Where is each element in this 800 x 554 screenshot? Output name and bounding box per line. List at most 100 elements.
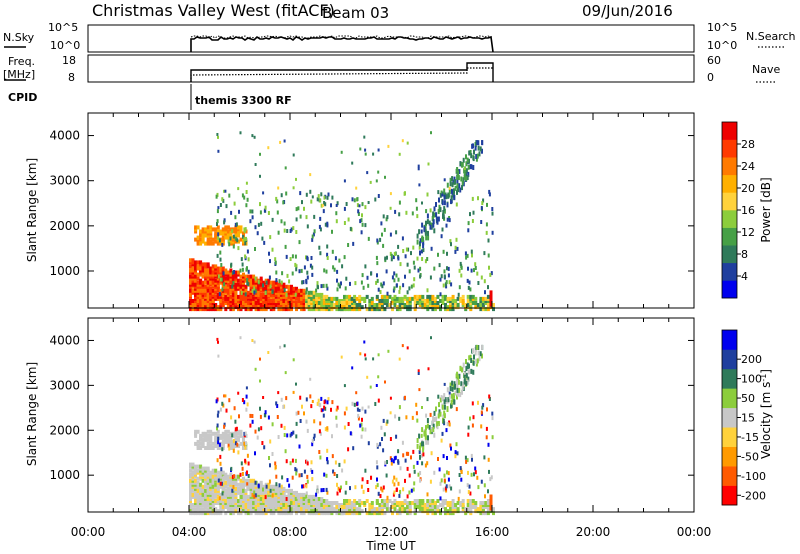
heatmap-cell [299,214,302,219]
heatmap-cell [191,260,195,265]
heatmap-cell [465,459,468,464]
heatmap-cell [486,299,490,303]
heatmap-cell [482,403,485,408]
heatmap-cell [368,503,372,507]
heatmap-cell [470,268,473,273]
heatmap-cell [366,171,369,175]
heatmap-cell [364,409,367,414]
heatmap-cell [299,395,302,400]
heatmap-cell [229,305,233,310]
heatmap-cell [376,465,379,470]
heatmap-cell [421,222,424,228]
heatmap-cell [344,286,347,291]
heatmap-cell [239,284,243,289]
heatmap-cell [229,507,233,512]
heatmap-cell [267,486,271,491]
heatmap-cell [433,266,436,271]
heatmap-cell [224,480,228,485]
heatmap-cell [269,286,273,291]
heatmap-cell [219,509,223,514]
heatmap-cell [221,431,225,436]
heatmap-cell [357,212,360,216]
heatmap-cell [446,182,449,188]
heatmap-cell [470,453,473,458]
heatmap-cell [433,296,437,301]
heatmap-cell [226,433,230,438]
heatmap-cell [201,431,205,436]
heatmap-cell [471,423,474,428]
power-colorbar-label: Power [dB] [759,177,773,242]
heatmap-cell [428,425,431,430]
heatmap-cell [199,241,203,246]
heatmap-cell [326,195,329,200]
heatmap-cell [453,194,456,200]
heatmap-cell [204,468,208,473]
heatmap-cell [419,445,421,451]
heatmap-cell [378,299,382,303]
heatmap-cell [334,256,337,261]
heatmap-cell [199,441,203,446]
heatmap-cell [374,197,377,202]
colorbar-segment [722,330,737,350]
heatmap-cell [306,461,309,466]
heatmap-cell [303,265,306,270]
heatmap-cell [487,457,490,462]
heatmap-cell [201,507,205,512]
heatmap-cell [242,444,245,448]
heatmap-cell [244,507,248,512]
heatmap-cell [272,299,276,303]
date-label: 09/Jun/2016 [582,2,673,20]
heatmap-cell [410,251,412,256]
heatmap-cell [441,499,445,503]
heatmap-cell [394,209,397,214]
heatmap-cell [430,451,433,456]
heatmap-cell [401,305,405,310]
heatmap-cell [457,170,460,176]
heatmap-cell [254,163,257,166]
heatmap-cell [224,284,228,289]
heatmap-cell [199,468,203,473]
heatmap-cell [256,435,259,440]
heatmap-cell [467,432,470,437]
heatmap-cell [418,505,422,509]
heatmap-cell [421,299,425,303]
heatmap-cell [231,307,235,312]
heatmap-cell [232,448,235,453]
heatmap-cell [312,290,316,295]
heatmap-cell [201,280,205,285]
heatmap-cell [483,483,486,488]
heatmap-cell [311,195,314,199]
heatmap-cell [472,348,474,354]
heatmap-cell [271,217,274,222]
heatmap-cell [254,292,258,297]
cpid-axis-label: CPID [8,91,37,104]
x-tick-label: 12:00 [374,525,409,539]
heatmap-cell [343,459,346,464]
heatmap-cell [445,428,448,433]
heatmap-cell [224,272,228,277]
heatmap-cell [320,192,323,197]
heatmap-cell [461,299,465,303]
heatmap-cell [427,162,430,166]
heatmap-cell [431,511,435,516]
heatmap-cell [345,499,349,503]
heatmap-cell [300,497,304,501]
heatmap-cell [448,216,451,220]
heatmap-cell [443,478,446,483]
heatmap-cell [196,239,200,244]
heatmap-cell [488,265,490,270]
heatmap-cell [347,243,350,247]
heatmap-cell [189,258,192,263]
heatmap-cell [440,190,443,194]
heatmap-cell [196,292,200,297]
heatmap-cell [228,446,231,451]
colorbar-tick-label: 100 [741,373,762,386]
heatmap-cell [451,380,454,386]
heatmap-cell [477,281,480,285]
heatmap-cell [211,492,215,497]
heatmap-cell [449,507,453,512]
heatmap-cell [450,242,452,247]
heatmap-cell [272,507,276,512]
heatmap-cell [230,210,233,215]
heatmap-cell [461,385,464,391]
